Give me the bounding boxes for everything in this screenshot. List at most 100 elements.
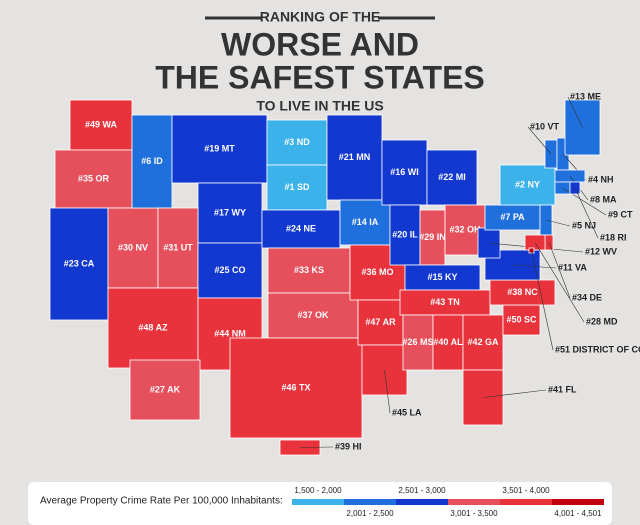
title-line: WORSE AND (221, 26, 419, 62)
state-label: #40 AL (433, 337, 463, 347)
state-label: #8 MA (590, 194, 617, 204)
legend-swatch (500, 499, 552, 505)
state-label: #45 LA (392, 407, 422, 417)
state-label: #4 NH (588, 174, 614, 184)
state (462, 314, 504, 371)
state (357, 299, 404, 346)
state (266, 119, 328, 166)
state-label: #39 HI (335, 441, 362, 451)
state-label: #26 MS (402, 337, 433, 347)
state-label: #21 MN (339, 152, 371, 162)
state-label: #48 AZ (138, 322, 168, 332)
state (404, 264, 481, 291)
state-label: #20 IL (392, 229, 418, 239)
legend-label: 2,501 - 3,000 (398, 486, 446, 495)
state-label: #38 NC (507, 287, 538, 297)
state-label: #47 AR (365, 317, 396, 327)
state (426, 149, 478, 206)
state-label: #16 WI (390, 167, 419, 177)
state (326, 114, 383, 201)
state (419, 209, 446, 266)
legend-swatch (552, 499, 604, 505)
state-label: #37 OK (297, 310, 329, 320)
state-label: #44 NM (214, 328, 246, 338)
state-label: #41 FL (548, 384, 577, 394)
state-label: #25 CO (214, 265, 245, 275)
state-label: #6 ID (141, 156, 163, 166)
legend-swatch (344, 499, 396, 505)
state-label: #24 NE (286, 223, 316, 233)
state-label: #34 DE (572, 292, 602, 302)
state-label: #12 WV (585, 246, 617, 256)
legend: 1,500 - 2,000 2,001 - 2,500 2,501 - 3,000 3… (292, 486, 604, 518)
state-label: #17 WY (214, 207, 246, 217)
state-label: #9 CT (608, 209, 633, 219)
callout-line (567, 96, 583, 128)
callout-line (531, 250, 554, 351)
state (129, 359, 201, 421)
state-label: #32 OH (449, 224, 480, 234)
state-label: #13 ME (570, 91, 601, 101)
callout-line (527, 126, 552, 155)
callout-line (512, 264, 557, 269)
callout-line (534, 242, 585, 323)
legend-label: 4,001 - 4,501 (554, 509, 602, 518)
state-label: #51 DISTRICT OF COLUMBIA (555, 344, 640, 354)
state-label: #11 VA (558, 262, 587, 272)
state-label: #49 WA (85, 119, 118, 129)
state-label: #3 ND (284, 137, 310, 147)
legend-label: 2,001 - 2,500 (346, 509, 394, 518)
state-label: #35 OR (78, 173, 110, 183)
state-label: #19 MT (204, 143, 235, 153)
state (389, 204, 421, 266)
title-line: TO LIVE IN THE US (256, 98, 383, 114)
state (69, 99, 133, 151)
state-label: #7 PA (500, 212, 525, 222)
title-line: RANKING OF THE (260, 9, 381, 25)
callout-line (545, 219, 571, 227)
state (261, 209, 341, 249)
state-label: #43 TN (430, 297, 460, 307)
state (171, 114, 268, 184)
state-label: #18 RI (600, 232, 627, 242)
legend-label: 3,001 - 3,500 (450, 509, 498, 518)
legend-title: Average Property Crime Rate Per 100,000 … (40, 496, 283, 507)
state-label: #50 SC (506, 314, 537, 324)
state (266, 164, 328, 211)
state (49, 207, 109, 321)
state-label: #36 MO (361, 267, 393, 277)
map: #49 WA #35 OR #23 CA #30 NV #6 ID #19 MT #17 W… (49, 91, 640, 456)
state-label: #1 SD (284, 182, 310, 192)
state (229, 337, 363, 439)
legend-label: 1,500 - 2,000 (294, 486, 342, 495)
callout-line (548, 242, 571, 299)
state (267, 292, 359, 339)
callout-line (299, 446, 334, 448)
state-label: #30 NV (118, 242, 148, 252)
title-line: THE SAFEST STATES (155, 59, 485, 95)
state-label: #22 MI (438, 172, 466, 182)
state (339, 199, 391, 246)
legend-label: 3,501 - 4,000 (502, 486, 550, 495)
state (197, 242, 263, 299)
state (502, 304, 541, 336)
state-label: #14 IA (352, 217, 379, 227)
state-label: #27 AK (150, 384, 181, 394)
state-label: #10 VT (530, 121, 560, 131)
legend-swatch (292, 499, 344, 505)
state-label: #46 TX (281, 382, 310, 392)
state (157, 207, 199, 289)
state-label: #28 MD (586, 316, 618, 326)
state (381, 139, 428, 206)
state-label: #23 CA (64, 258, 95, 268)
legend-swatch (396, 499, 448, 505)
callout-line (482, 389, 547, 398)
state-label: #2 NY (515, 179, 540, 189)
state-label: #5 NJ (572, 220, 596, 230)
callout-line (574, 187, 599, 239)
callout-line (384, 369, 391, 414)
state (402, 314, 434, 371)
state-label: #31 UT (163, 242, 193, 252)
